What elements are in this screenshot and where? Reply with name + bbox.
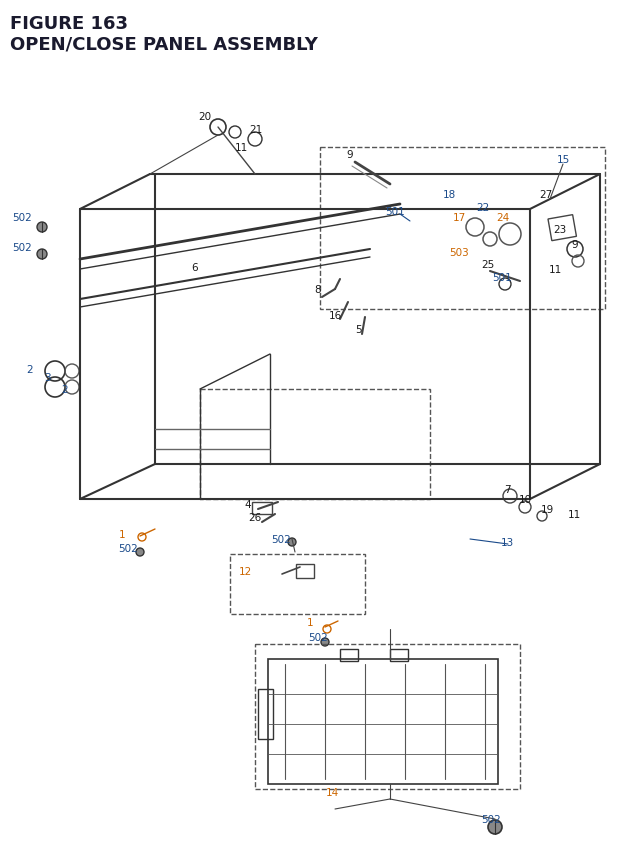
Bar	[252, 503, 272, 514]
Text: 13: 13	[500, 537, 514, 548]
Bar	[296, 564, 314, 579]
Text: 11: 11	[234, 143, 248, 152]
Text: 23: 23	[554, 225, 566, 235]
Text: 11: 11	[568, 510, 580, 519]
Text: 21: 21	[250, 125, 262, 135]
Circle shape	[37, 250, 47, 260]
Bar	[320, 148, 605, 310]
Bar	[268, 660, 498, 784]
Bar	[258, 689, 273, 739]
Text: 9: 9	[572, 239, 579, 250]
Text: 15: 15	[556, 155, 570, 164]
Text: 25: 25	[481, 260, 495, 269]
Text: 17: 17	[452, 213, 466, 223]
Text: 4: 4	[244, 499, 252, 510]
Text: 501: 501	[492, 273, 512, 282]
Text: 502: 502	[271, 535, 291, 544]
Text: OPEN/CLOSE PANEL ASSEMBLY: OPEN/CLOSE PANEL ASSEMBLY	[10, 35, 318, 53]
Text: 5: 5	[355, 325, 362, 335]
Circle shape	[37, 223, 47, 232]
Text: 8: 8	[315, 285, 321, 294]
Text: 502: 502	[12, 213, 32, 223]
Text: 27: 27	[540, 189, 552, 200]
Text: 11: 11	[548, 264, 562, 275]
Bar	[340, 649, 358, 661]
Text: FIGURE 163: FIGURE 163	[10, 15, 128, 33]
Text: 9: 9	[347, 150, 353, 160]
Text: 502: 502	[308, 632, 328, 642]
Text: 2: 2	[27, 364, 33, 375]
Circle shape	[136, 548, 144, 556]
Text: 503: 503	[449, 248, 469, 257]
Bar	[548, 215, 577, 241]
Text: 1: 1	[118, 530, 125, 539]
Text: 24: 24	[497, 213, 509, 223]
Bar	[255, 644, 520, 789]
Bar	[390, 649, 408, 661]
Text: 12: 12	[238, 567, 252, 576]
Text: 10: 10	[518, 494, 532, 505]
Text: 22: 22	[476, 202, 490, 213]
Text: 502: 502	[12, 243, 32, 253]
Bar	[230, 554, 365, 614]
Text: 7: 7	[504, 485, 510, 494]
Text: 2: 2	[61, 385, 68, 394]
Circle shape	[321, 638, 329, 647]
Bar	[200, 389, 430, 499]
Text: 26: 26	[248, 512, 262, 523]
Text: 501: 501	[385, 207, 405, 217]
Text: 502: 502	[118, 543, 138, 554]
Text: 19: 19	[540, 505, 554, 514]
Text: 18: 18	[442, 189, 456, 200]
Circle shape	[488, 820, 502, 834]
Text: 502: 502	[481, 814, 501, 824]
Circle shape	[288, 538, 296, 547]
Text: 1: 1	[307, 617, 314, 628]
Text: 6: 6	[192, 263, 198, 273]
Text: 16: 16	[328, 311, 342, 320]
Text: 14: 14	[325, 787, 339, 797]
Text: 3: 3	[44, 373, 51, 382]
Text: 20: 20	[198, 112, 212, 122]
